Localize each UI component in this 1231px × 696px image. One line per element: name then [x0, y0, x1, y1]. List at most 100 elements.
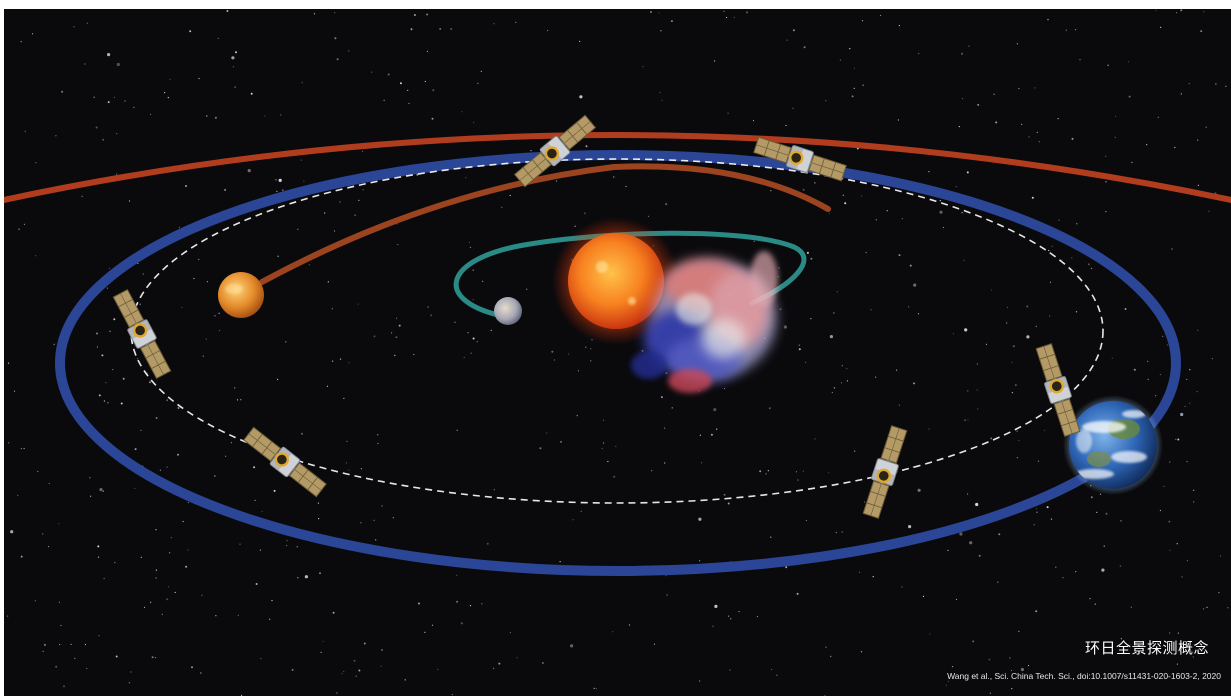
earth	[1063, 395, 1163, 495]
star	[150, 601, 152, 603]
star	[470, 352, 472, 354]
star	[260, 657, 262, 660]
star	[361, 150, 364, 152]
star	[798, 348, 801, 351]
star	[1076, 223, 1078, 225]
star	[185, 565, 188, 568]
star	[456, 574, 458, 577]
star	[612, 631, 614, 633]
star	[357, 303, 359, 305]
star	[1162, 335, 1164, 337]
star	[590, 360, 592, 362]
star	[451, 694, 453, 696]
star	[659, 91, 661, 94]
star	[439, 27, 442, 30]
star	[699, 434, 702, 436]
star	[995, 121, 998, 124]
star	[1169, 461, 1171, 463]
star	[345, 462, 347, 464]
star	[555, 180, 558, 182]
star	[728, 615, 730, 617]
star	[53, 343, 55, 345]
star	[317, 502, 319, 504]
star	[35, 255, 37, 257]
star	[964, 419, 966, 421]
star	[660, 396, 663, 399]
star	[908, 306, 910, 308]
star	[31, 33, 34, 35]
star	[8, 442, 10, 444]
spacecraft-3	[109, 287, 175, 381]
star	[1203, 11, 1205, 13]
star	[712, 625, 714, 627]
star	[277, 378, 279, 380]
star	[103, 400, 105, 402]
star	[1193, 501, 1195, 503]
star	[164, 92, 166, 94]
star	[968, 45, 970, 47]
star	[319, 572, 321, 575]
star	[362, 189, 364, 191]
venus-transfer-path	[259, 163, 831, 285]
star	[665, 372, 668, 375]
star	[664, 427, 666, 429]
star	[313, 13, 315, 15]
star	[579, 40, 581, 42]
star	[1094, 603, 1096, 605]
star	[198, 258, 200, 260]
star	[90, 495, 92, 497]
star	[1174, 146, 1176, 149]
star	[759, 470, 762, 473]
star	[647, 215, 650, 217]
star	[1186, 461, 1188, 463]
star	[770, 536, 772, 538]
star	[101, 354, 104, 357]
star	[726, 16, 728, 19]
star	[259, 549, 261, 551]
star	[1128, 95, 1131, 98]
star	[913, 283, 917, 287]
star	[583, 212, 586, 215]
star	[23, 223, 26, 225]
star	[178, 226, 180, 228]
star	[427, 306, 429, 308]
star	[939, 210, 943, 214]
star	[553, 359, 556, 361]
star	[155, 529, 157, 531]
star	[253, 466, 256, 469]
star	[795, 471, 798, 473]
star	[886, 210, 888, 212]
star	[191, 666, 193, 669]
star	[846, 380, 849, 382]
star	[130, 671, 132, 673]
star	[155, 417, 158, 419]
star	[509, 194, 511, 197]
star	[997, 581, 999, 583]
star	[828, 212, 831, 214]
star	[922, 595, 925, 598]
star	[1197, 329, 1199, 331]
caption-title: 环日全景探测概念	[1084, 639, 1209, 657]
star	[928, 428, 930, 430]
star	[665, 575, 667, 577]
star	[98, 394, 101, 397]
star	[1169, 549, 1171, 551]
star	[1177, 438, 1180, 441]
star	[723, 10, 725, 12]
star	[1200, 30, 1203, 33]
star	[1120, 520, 1122, 522]
star	[278, 178, 282, 182]
star	[397, 243, 399, 246]
star	[858, 571, 861, 573]
star	[1099, 493, 1102, 495]
star	[380, 665, 382, 667]
star	[1186, 560, 1188, 562]
star	[875, 219, 877, 221]
star	[155, 577, 157, 579]
star	[961, 98, 964, 100]
star-field	[5, 9, 1229, 696]
star	[918, 52, 920, 55]
star	[539, 447, 542, 450]
star	[1026, 335, 1030, 339]
star	[727, 502, 730, 505]
